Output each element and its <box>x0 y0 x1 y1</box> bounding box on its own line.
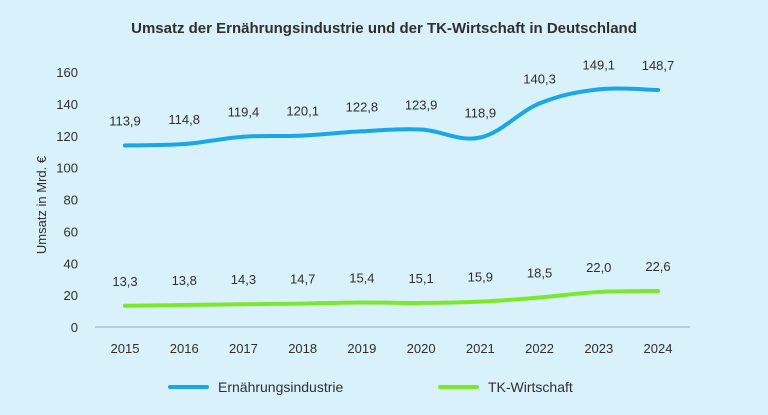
data-label: 14,3 <box>231 272 256 287</box>
x-tick-label: 2021 <box>466 341 495 356</box>
y-tick-label: 100 <box>56 161 78 176</box>
data-label: 18,5 <box>527 266 552 281</box>
data-label: 113,9 <box>109 113 141 128</box>
data-label: 15,9 <box>468 270 493 285</box>
data-point <box>656 88 660 93</box>
data-label: 122,8 <box>346 99 379 114</box>
data-label: 119,4 <box>228 105 260 120</box>
data-label: 22,0 <box>586 260 611 275</box>
data-point <box>359 300 364 305</box>
y-axis-label: Umsatz in Mrd. € <box>34 155 49 254</box>
series-1: 113,9 114,8 119,4 120,1 122,8 123,9 118,9 140,3… <box>109 57 675 148</box>
data-point <box>182 303 187 308</box>
data-point <box>537 295 542 300</box>
y-tick-label: 0 <box>71 320 78 335</box>
legend-label: TK-Wirtschaft <box>488 379 573 395</box>
legend-item: TK-Wirtschaft <box>438 379 573 395</box>
data-point <box>182 142 187 147</box>
data-label: 140,3 <box>523 71 556 86</box>
data-point <box>241 134 246 139</box>
data-point <box>419 300 424 305</box>
data-point <box>123 303 127 308</box>
x-tick-label: 2023 <box>584 341 613 356</box>
y-tick-label: 40 <box>64 256 78 271</box>
legend: Ernährungsindustrie TK-Wirtschaft <box>168 379 573 395</box>
x-tick-label: 2018 <box>288 341 317 356</box>
x-tick-label: 2015 <box>111 341 140 356</box>
data-point <box>300 133 305 138</box>
series-line <box>123 288 660 308</box>
data-point <box>656 288 660 293</box>
data-point <box>123 143 127 148</box>
legend-item: Ernährungsindustrie <box>168 379 344 395</box>
x-tick-label: 2017 <box>229 341 258 356</box>
data-label: 118,9 <box>465 106 497 121</box>
y-tick-label: 120 <box>56 129 78 144</box>
data-label: 13,3 <box>112 274 137 289</box>
series-line <box>123 86 660 148</box>
y-tick-label: 80 <box>64 193 78 208</box>
data-point <box>300 301 305 306</box>
series-2: 13,3 13,8 14,3 14,7 15,4 15,1 15,9 18,5 22,0 22,6 <box>112 259 671 308</box>
y-tick-label: 160 <box>56 65 78 80</box>
data-point <box>537 101 542 106</box>
x-tick-label: 2024 <box>644 341 673 356</box>
y-tick-label: 20 <box>64 288 78 303</box>
y-axis-ticks: 0 20 40 60 80 100 120 140 160 <box>56 65 78 335</box>
data-label: 114,8 <box>168 112 200 127</box>
data-label: 15,1 <box>408 271 433 286</box>
data-label: 149,1 <box>583 57 616 72</box>
x-tick-label: 2019 <box>347 341 376 356</box>
data-label: 123,9 <box>405 98 438 113</box>
data-point <box>241 302 246 307</box>
x-tick-label: 2016 <box>170 341 199 356</box>
data-label: 13,8 <box>172 273 197 288</box>
data-label: 148,7 <box>642 58 675 73</box>
data-label: 15,4 <box>349 270 374 285</box>
y-tick-label: 140 <box>56 97 78 112</box>
chart-title: Umsatz der Ernährungsindustrie und der T… <box>131 20 637 37</box>
legend-label: Ernährungsindustrie <box>218 379 344 395</box>
x-tick-label: 2020 <box>407 341 436 356</box>
x-tick-label: 2022 <box>525 341 554 356</box>
series-layer: 113,9 114,8 119,4 120,1 122,8 123,9 118,9 140,3… <box>109 57 675 308</box>
data-point <box>478 299 483 304</box>
data-point <box>359 129 364 134</box>
data-point <box>596 289 601 294</box>
y-tick-label: 60 <box>64 224 78 239</box>
data-label: 120,1 <box>286 104 319 119</box>
data-point <box>596 87 601 92</box>
data-label: 22,6 <box>645 259 670 274</box>
x-axis-ticks: 2015 2016 2017 2018 2019 2020 2021 2022 2023 2024 <box>111 341 673 356</box>
data-point <box>478 135 483 140</box>
data-point <box>419 127 424 132</box>
data-label: 14,7 <box>290 272 315 287</box>
